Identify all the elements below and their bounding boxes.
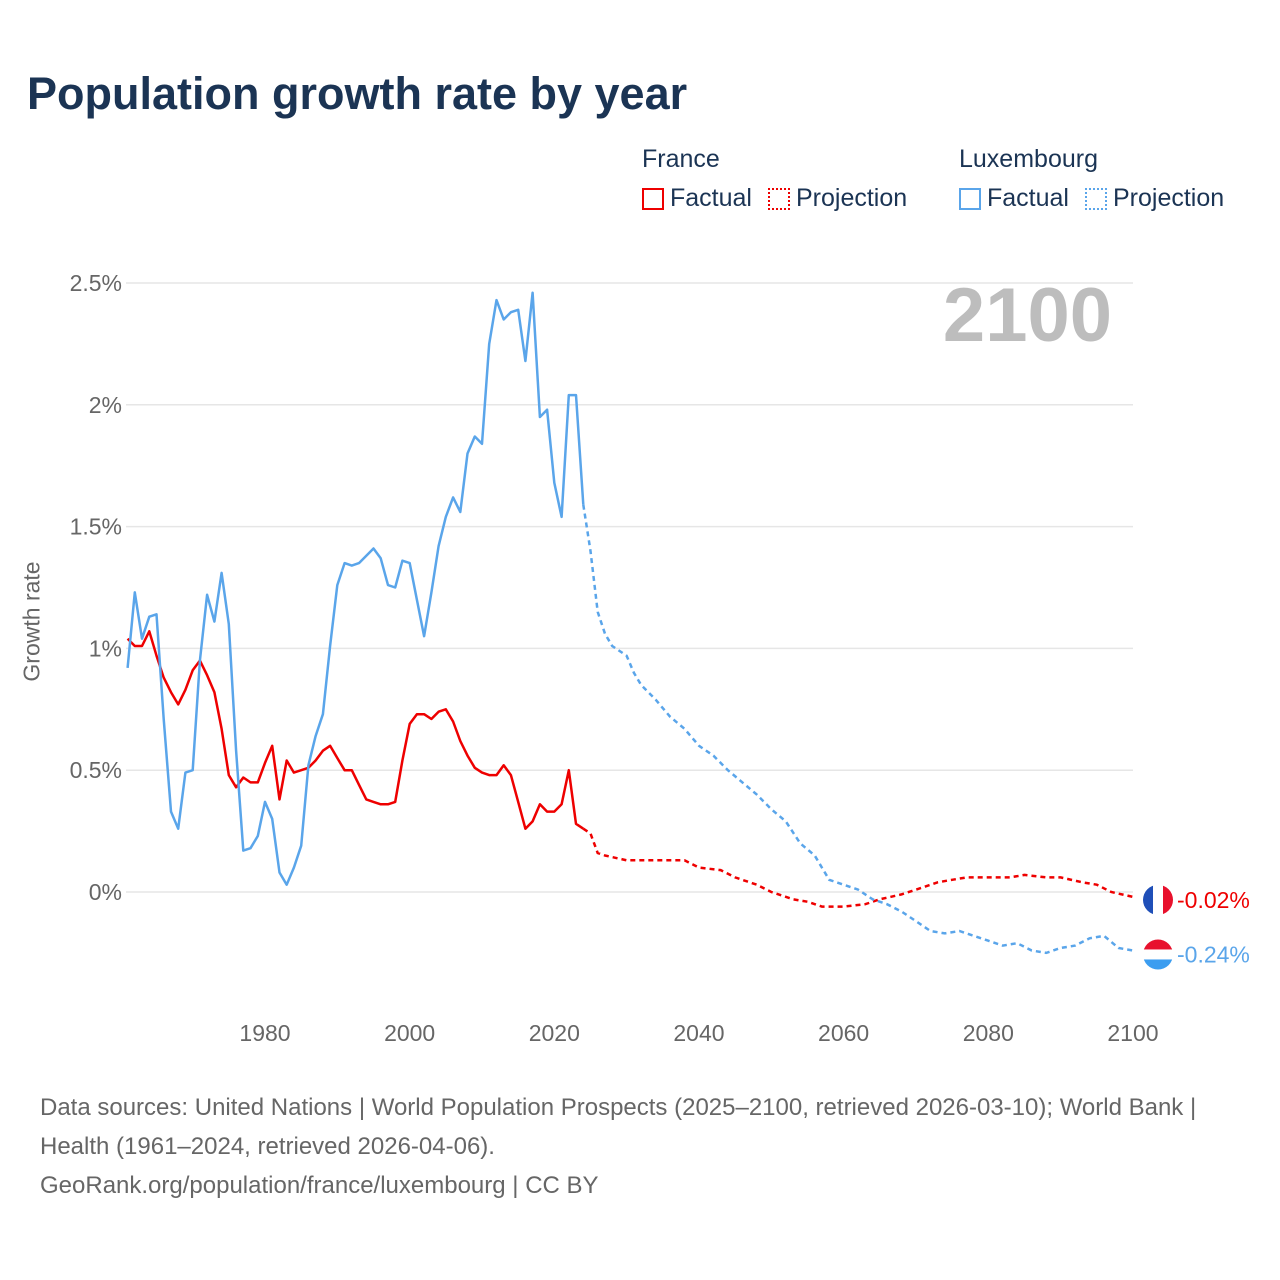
legend-luxembourg-projection[interactable]: Projection: [1084, 184, 1225, 213]
legend-group-title: France: [642, 145, 720, 173]
dotted-swatch-icon: [767, 187, 790, 210]
legend-label: Projection: [795, 184, 908, 212]
x-tick-label: 1980: [239, 1020, 290, 1046]
luxembourg-factual-line: [126, 291, 585, 886]
x-tick-label: 2100: [1107, 1020, 1158, 1046]
solid-swatch-icon: [959, 187, 981, 210]
france-projection-line: [582, 827, 1134, 908]
france-factual-line: [126, 630, 584, 830]
credit-link[interactable]: GeoRank.org/population/france/luxembourg…: [40, 1172, 599, 1199]
x-tick-label: 2040: [673, 1020, 724, 1046]
y-tick-label: 1.5%: [70, 514, 122, 540]
y-tick-label: 2%: [89, 392, 122, 418]
page-title: Population growth rate by year: [27, 68, 688, 119]
footer: Data sources: United Nations | World Pop…: [40, 1088, 1240, 1205]
france-end-value-label: -0.02%: [1177, 887, 1250, 913]
legend-label: Factual: [670, 184, 752, 212]
legend-label: Factual: [987, 184, 1069, 212]
y-tick-label: 2.5%: [70, 270, 122, 296]
luxembourg-end-value-label: -0.24%: [1177, 941, 1250, 967]
legend-label: Projection: [1112, 184, 1225, 212]
luxembourg-flag-icon: [1143, 939, 1173, 970]
x-tick-label: 2080: [963, 1020, 1014, 1046]
legend-france: France Factual Projection: [642, 145, 907, 213]
legend-luxembourg-factual[interactable]: Factual: [959, 184, 1069, 213]
x-tick-label: 2000: [384, 1020, 435, 1046]
luxembourg-projection-line: [582, 504, 1134, 955]
y-tick-label: 0%: [89, 879, 122, 905]
legend-france-factual[interactable]: Factual: [642, 184, 752, 213]
dotted-swatch-icon: [1084, 187, 1107, 210]
solid-swatch-icon: [642, 187, 664, 210]
y-tick-label: 1%: [89, 635, 122, 661]
x-tick-label: 2020: [529, 1020, 580, 1046]
data-sources: Data sources: United Nations | World Pop…: [40, 1094, 1197, 1160]
current-year-label: 2100: [942, 273, 1112, 358]
legend-france-projection[interactable]: Projection: [767, 184, 908, 213]
x-tick-label: 2060: [818, 1020, 869, 1046]
legend-group-title: Luxembourg: [959, 145, 1098, 173]
y-axis-label: Growth rate: [18, 561, 45, 682]
y-tick-label: 0.5%: [70, 757, 122, 783]
legend-luxembourg: Luxembourg Factual Projection: [959, 145, 1224, 213]
france-flag-icon: [1143, 884, 1173, 915]
